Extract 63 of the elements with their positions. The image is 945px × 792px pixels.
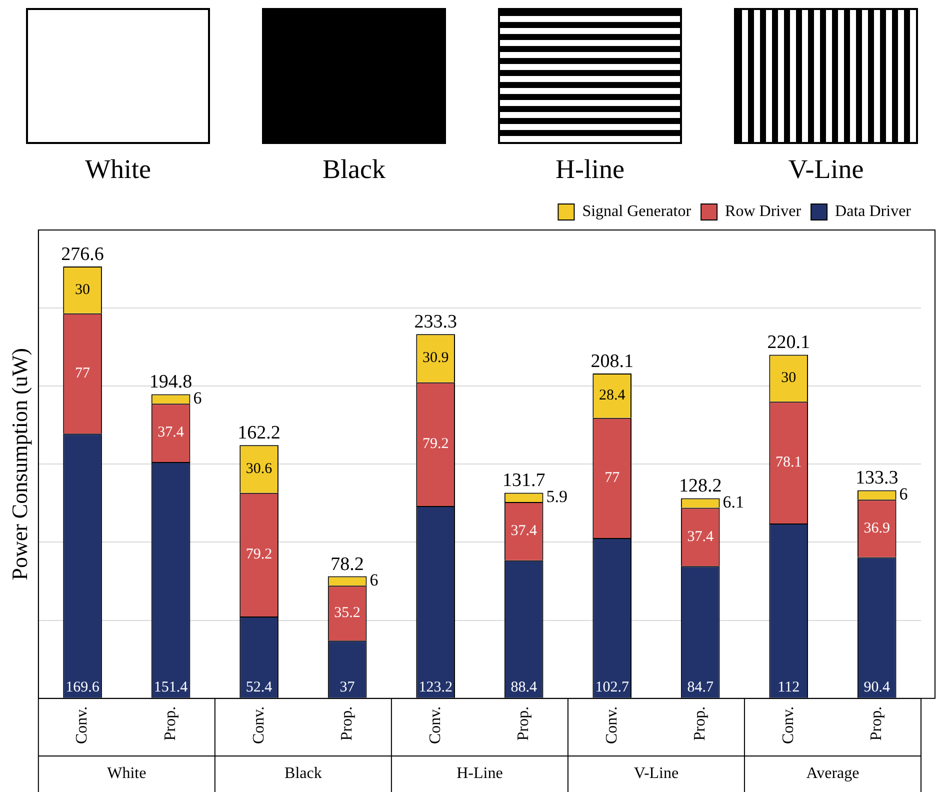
total-label: 220.1	[767, 332, 810, 354]
data-label: 6	[193, 388, 202, 408]
data-label: 30	[781, 370, 796, 386]
x-tick-label: Prop.	[515, 706, 532, 741]
data-label: 37	[340, 679, 356, 696]
data-label: 112	[778, 679, 800, 696]
data-label: 77	[604, 470, 620, 486]
data-label: 52.4	[246, 679, 273, 696]
text: Average	[806, 765, 860, 782]
data-label: 37.4	[510, 523, 538, 540]
data-label: 5.9	[546, 486, 568, 506]
x-tick-label: Conv.	[603, 706, 620, 744]
data-label: 79.2	[422, 436, 449, 452]
text: White	[85, 154, 151, 184]
data-label: 36.9	[864, 520, 890, 536]
text: V-Line	[634, 765, 679, 782]
x-tick-label: Conv.	[250, 706, 268, 744]
data-label: 78.1	[775, 454, 802, 470]
total-label: 133.3	[855, 468, 898, 489]
data-label: 35.2	[334, 605, 360, 622]
text: White	[107, 765, 146, 782]
total-label: 208.1	[590, 350, 634, 372]
text: H-line	[556, 154, 624, 184]
x-tick-label: Prop.	[692, 706, 709, 741]
x-tick-label: Prop.	[868, 706, 886, 741]
data-label: 102.7	[595, 679, 630, 696]
legend-label: Signal Generator	[582, 203, 692, 220]
total-label: 233.3	[414, 312, 457, 333]
data-label: 90.4	[864, 679, 890, 696]
text: Black	[284, 765, 322, 782]
data-label: 37.4	[687, 528, 714, 545]
total-label: 194.8	[149, 372, 192, 393]
data-label: 151.4	[154, 679, 188, 696]
data-label: 6	[370, 570, 378, 590]
total-label: 162.2	[238, 422, 280, 444]
data-label: 28.4	[598, 388, 626, 404]
data-label: 30.6	[246, 460, 273, 477]
total-label: 276.6	[61, 244, 104, 266]
data-label: 79.2	[246, 546, 272, 563]
total-label: 78.2	[330, 554, 364, 575]
y-axis-title: Power Consumption (uW)	[6, 348, 32, 580]
x-tick-label: Prop.	[162, 706, 179, 741]
total-label: 128.2	[678, 476, 722, 497]
x-tick-label: Conv.	[780, 706, 797, 744]
data-label: 84.7	[687, 679, 714, 696]
data-label: 77	[75, 365, 91, 382]
x-tick-label: Conv.	[426, 706, 444, 744]
data-label: 6	[899, 484, 908, 504]
x-tick-label: Conv.	[74, 706, 91, 744]
data-label: 88.4	[510, 679, 538, 696]
data-label: 6.1	[722, 492, 744, 512]
data-label: 169.6	[66, 679, 100, 696]
text: Black	[322, 154, 386, 184]
legend-label: Row Driver	[725, 203, 802, 220]
x-tick-label: Prop.	[338, 706, 356, 741]
text: H-Line	[456, 765, 503, 782]
data-label: 37.4	[158, 424, 184, 441]
legend-label: Data Driver	[835, 203, 912, 220]
data-label: 30	[75, 282, 90, 298]
data-label: 123.2	[418, 679, 452, 696]
total-label: 131.7	[502, 470, 546, 492]
text: V-Line	[788, 154, 864, 184]
data-label: 30.9	[422, 350, 449, 366]
